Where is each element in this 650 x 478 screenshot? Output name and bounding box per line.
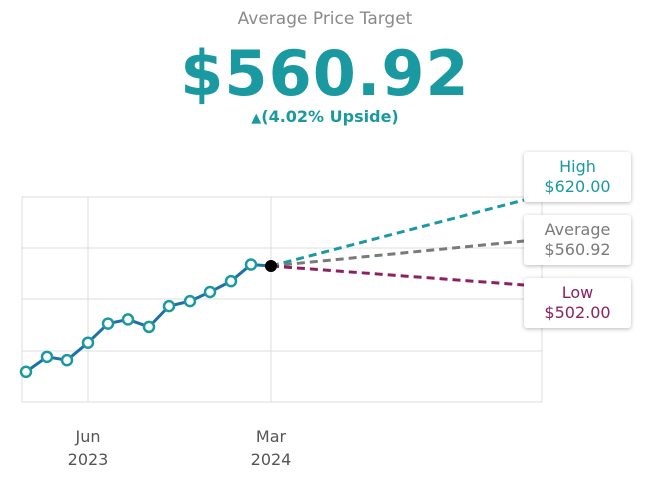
average-label: Average <box>544 220 611 239</box>
average-price-value: $560.92 <box>180 37 470 110</box>
high-label: High <box>559 157 596 176</box>
current-price-point <box>265 260 277 272</box>
x-tick-year: 2024 <box>251 450 292 469</box>
chart-grid <box>21 196 543 403</box>
history-point <box>60 353 74 367</box>
history-point <box>121 313 135 326</box>
high-forecast-line <box>270 198 525 268</box>
page-title: Average Price Target <box>237 9 413 29</box>
high-value: $620.00 <box>544 177 611 196</box>
history-point <box>244 258 258 271</box>
history-point <box>101 317 115 330</box>
upside-text: (4.02% Upside) <box>261 107 399 126</box>
x-tick-year: 2023 <box>68 450 109 469</box>
x-tick-month: Mar <box>256 427 287 446</box>
low-label: Low <box>561 283 594 302</box>
x-tick-month: Jun <box>75 427 101 446</box>
x-axis-ticks: Jun 2023 Mar 2024 <box>68 427 292 469</box>
history-point <box>224 274 238 288</box>
up-arrow-icon: ▲ <box>251 111 262 126</box>
average-target-callout: Average $560.92 <box>524 215 631 265</box>
history-point <box>183 294 197 308</box>
history-point <box>162 299 176 313</box>
average-value: $560.92 <box>544 240 611 259</box>
history-point <box>81 336 95 349</box>
history-point <box>40 350 54 364</box>
average-forecast-line <box>270 239 525 268</box>
low-target-callout: Low $502.00 <box>524 278 631 328</box>
history-point <box>142 320 156 334</box>
history-point <box>203 285 217 299</box>
upside-indicator: ▲(4.02% Upside) <box>0 107 650 126</box>
low-value: $502.00 <box>544 303 611 322</box>
history-point <box>19 365 33 379</box>
low-forecast-line <box>270 264 525 287</box>
high-target-callout: High $620.00 <box>524 152 631 202</box>
forecast-lines <box>270 198 525 287</box>
history-series <box>19 258 277 379</box>
